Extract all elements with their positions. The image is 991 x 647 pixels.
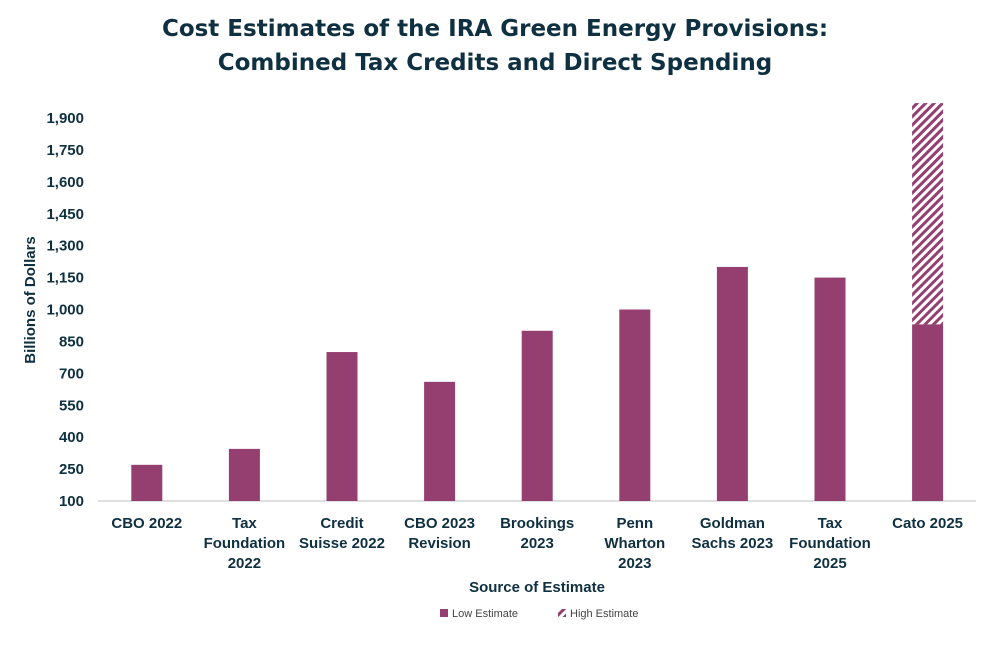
x-tick-label: 2025 xyxy=(813,555,846,572)
chart-title-line-2: Combined Tax Credits and Direct Spending xyxy=(218,50,773,76)
bar-high-estimate xyxy=(912,103,944,325)
x-tick-label: Foundation xyxy=(204,535,286,552)
x-tick-label: Tax xyxy=(232,515,257,532)
y-tick-label: 1,750 xyxy=(46,142,84,159)
chart-title-line-1: Cost Estimates of the IRA Green Energy P… xyxy=(162,16,828,42)
y-tick-label: 1,150 xyxy=(46,270,84,287)
y-tick-label: 100 xyxy=(59,493,84,510)
bar-low-estimate xyxy=(521,330,553,501)
legend: Low Estimate High Estimate xyxy=(440,608,638,620)
x-tick-label: 2023 xyxy=(521,535,554,552)
x-tick-label: Suisse 2022 xyxy=(299,535,385,552)
x-tick-label: 2023 xyxy=(618,555,651,572)
y-tick-label: 700 xyxy=(59,365,84,382)
bar-low-estimate xyxy=(424,381,456,501)
y-tick-label: 550 xyxy=(59,397,84,414)
bar-low-estimate xyxy=(716,266,748,501)
y-axis-label: Billions of Dollars xyxy=(22,236,39,364)
y-tick-label: 850 xyxy=(59,333,84,350)
x-tick-label: Penn xyxy=(616,515,653,532)
x-tick-label: Tax xyxy=(818,515,843,532)
y-tick-label: 1,300 xyxy=(46,238,84,255)
legend-label-high: High Estimate xyxy=(570,608,638,620)
x-tick-label: Wharton xyxy=(604,535,665,552)
x-tick-label: Revision xyxy=(408,535,471,552)
y-tick-label: 1,900 xyxy=(46,110,84,127)
y-tick-label: 400 xyxy=(59,429,84,446)
y-tick-label: 1,000 xyxy=(46,302,84,319)
bar-low-estimate xyxy=(228,448,260,501)
bar-low-estimate xyxy=(131,464,163,501)
x-tick-label: Foundation xyxy=(789,535,871,552)
bar-low-estimate xyxy=(326,352,358,501)
legend-label-low: Low Estimate xyxy=(452,608,518,620)
x-tick-label: Cato 2025 xyxy=(892,515,963,532)
x-tick-label: Brookings xyxy=(500,515,574,532)
x-tick-label: 2022 xyxy=(228,555,261,572)
x-tick-label: Goldman xyxy=(700,515,765,532)
x-tick-label: CBO 2022 xyxy=(111,515,182,532)
legend-swatch-low xyxy=(440,609,448,617)
legend-swatch-high xyxy=(558,609,566,617)
y-tick-label: 1,600 xyxy=(46,174,84,191)
y-tick-label: 1,450 xyxy=(46,206,84,223)
y-tick-label: 250 xyxy=(59,461,84,478)
x-tick-label: Sachs 2023 xyxy=(692,535,774,552)
x-axis-label: Source of Estimate xyxy=(469,579,605,596)
x-tick-label: Credit xyxy=(320,515,363,532)
bar-low-estimate xyxy=(912,324,944,501)
x-tick-label: CBO 2023 xyxy=(404,515,475,532)
bar-low-estimate xyxy=(814,277,846,501)
bar-low-estimate xyxy=(619,309,651,501)
